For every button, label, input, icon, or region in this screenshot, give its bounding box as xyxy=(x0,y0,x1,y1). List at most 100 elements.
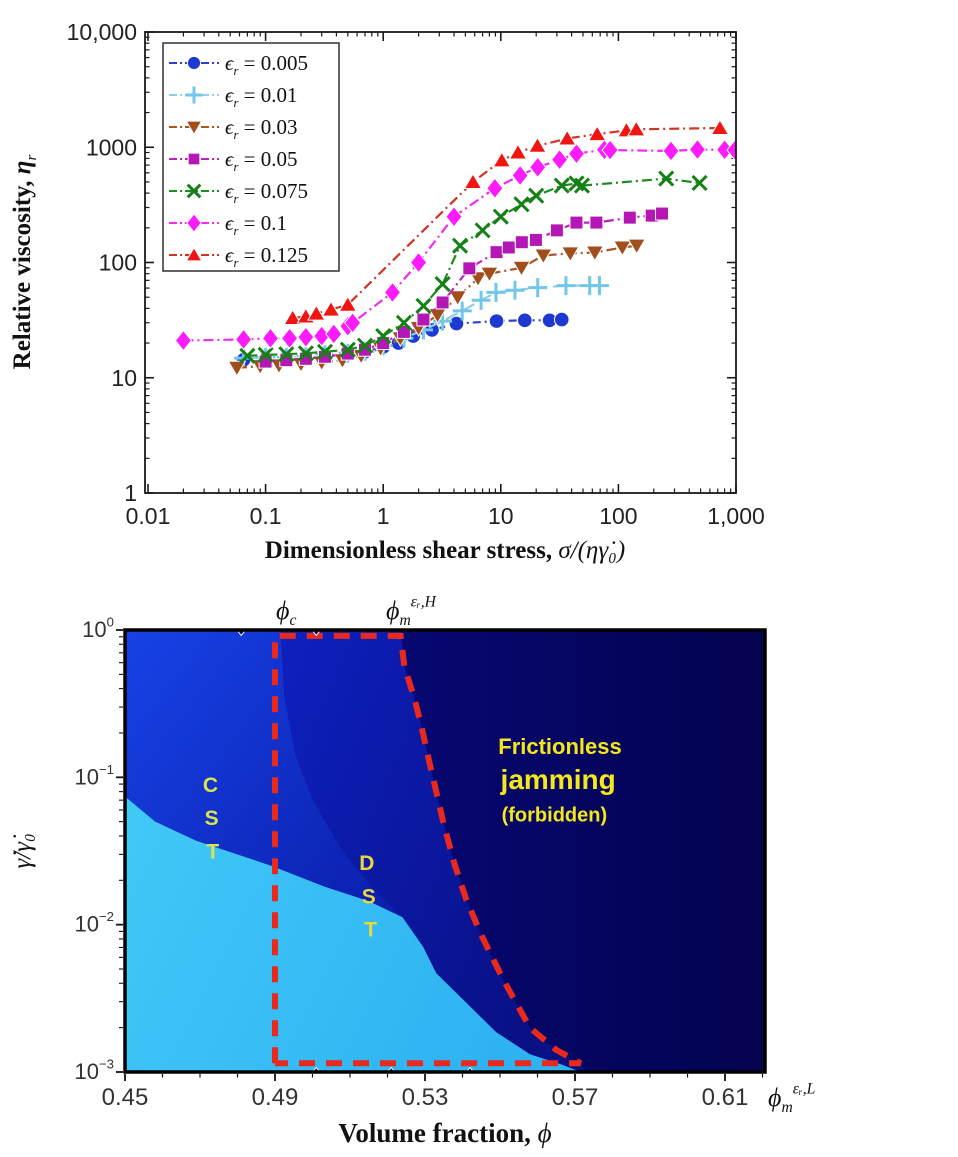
marker-x xyxy=(553,177,570,194)
region-label: jamming xyxy=(500,764,616,795)
y-tick-label: 10−1 xyxy=(74,762,114,790)
marker-triangle-up xyxy=(321,300,341,317)
marker-x xyxy=(339,341,356,358)
region-label: T xyxy=(206,840,219,863)
marker-triangle-up xyxy=(626,120,646,137)
marker-x xyxy=(297,345,314,362)
x-tick-label: 0.1 xyxy=(250,503,282,529)
region-dst xyxy=(280,630,587,1072)
y-tick-label: 10,000 xyxy=(67,19,137,45)
marker-triangle-up xyxy=(492,151,512,168)
marker-diamond xyxy=(511,164,529,187)
x-tick-label: 10 xyxy=(488,503,514,529)
marker-square xyxy=(589,215,604,230)
marker-x xyxy=(474,222,491,239)
marker-diamond xyxy=(726,139,736,161)
marker-diamond xyxy=(234,328,253,351)
marker-circle xyxy=(488,313,505,329)
marker-x xyxy=(375,328,392,345)
marker-triangle-down xyxy=(468,271,488,288)
series-line-eps-0.075 xyxy=(247,177,700,357)
legend-label: ϵr = 0.005 xyxy=(225,51,308,78)
viscosity-chart: 0.01 0.1 1 10 100 1,000 1 10 100 1000 10,000 Dimens… xyxy=(9,19,765,564)
region-label: S xyxy=(205,807,219,830)
x-tick-label: 1 xyxy=(377,503,390,529)
marker-diamond xyxy=(529,156,547,179)
series-layer xyxy=(174,118,736,377)
phi-m-H-label: ϕmεᵣ,H xyxy=(386,594,437,630)
x-tick-label: 0.45 xyxy=(102,1084,149,1111)
marker-circle xyxy=(553,311,570,328)
marker-diamond xyxy=(601,139,619,161)
series-markers-eps-0.1 xyxy=(174,138,736,352)
marker-square xyxy=(340,346,355,361)
marker-square xyxy=(549,223,564,238)
marker-diamond xyxy=(261,327,280,350)
y-tick-label: 100 xyxy=(82,614,114,642)
legend-label: ϵr = 0.125 xyxy=(225,243,308,270)
marker-diamond xyxy=(186,213,202,233)
series-markers-eps-0.125 xyxy=(283,118,730,325)
marker-square xyxy=(435,295,450,310)
y-axis-title: γ̇/γ̇₀ xyxy=(9,833,36,868)
region-label: D xyxy=(359,852,374,875)
marker-triangle-up xyxy=(710,118,730,135)
marker-triangle-down xyxy=(185,120,203,136)
marker-triangle-up xyxy=(306,304,326,321)
marker-x xyxy=(415,297,432,314)
marker-triangle-down xyxy=(480,266,499,283)
x-tick-label: 100 xyxy=(599,503,637,529)
marker-square xyxy=(489,245,504,260)
marker-triangle-down xyxy=(585,245,605,262)
marker-x xyxy=(691,174,708,192)
marker-diamond xyxy=(445,205,463,228)
marker-triangle-up xyxy=(587,125,607,142)
legend-label: ϵr = 0.03 xyxy=(225,115,297,142)
marker-diamond xyxy=(550,148,569,171)
x-tick-label: 0.57 xyxy=(552,1084,599,1111)
marker-x xyxy=(239,347,256,364)
marker-x xyxy=(573,177,591,194)
marker-triangle-up xyxy=(463,172,483,189)
marker-diamond xyxy=(567,142,586,165)
marker-circle xyxy=(186,55,202,71)
legend-label: ϵr = 0.05 xyxy=(225,147,297,174)
marker-square xyxy=(396,324,411,339)
marker-diamond xyxy=(344,311,362,334)
marker-square xyxy=(258,354,273,369)
y-tick-label: 1 xyxy=(124,480,137,506)
marker-triangle-down xyxy=(227,360,247,377)
marker-square xyxy=(622,210,637,225)
phi-c-label: ϕc xyxy=(276,596,296,629)
region-label: (forbidden) xyxy=(502,805,608,827)
marker-triangle-down xyxy=(533,248,553,265)
y-tick-label: 100 xyxy=(99,250,137,276)
marker-triangle-down xyxy=(448,290,468,307)
axes: 0.01 0.1 1 10 100 1,000 1 10 100 1000 10,000 xyxy=(67,19,765,529)
legend-label: ϵr = 0.1 xyxy=(225,211,287,238)
marker-square xyxy=(655,206,670,221)
phase-diagram: CSTDSTFrictionlessjamming(forbidden)0.45… xyxy=(9,594,815,1148)
marker-triangle-down xyxy=(560,246,580,263)
marker-x xyxy=(513,196,530,213)
marker-circle xyxy=(448,315,465,332)
marker-square xyxy=(528,232,543,247)
marker-triangle-up xyxy=(528,136,547,153)
marker-triangle-down xyxy=(612,240,632,257)
marker-square xyxy=(569,215,584,230)
x-tick-label: 0.53 xyxy=(402,1084,449,1111)
marker-x xyxy=(568,175,585,192)
y-tick-label: 10−2 xyxy=(74,909,114,937)
marker-square xyxy=(187,152,201,166)
x-tick-label: 1,000 xyxy=(707,503,765,529)
marker-triangle-up xyxy=(557,129,577,146)
region-label: C xyxy=(203,774,218,797)
plot-frame xyxy=(144,31,737,494)
marker-diamond xyxy=(325,323,343,345)
series-markers-eps-0.075 xyxy=(239,170,708,364)
marker-diamond xyxy=(409,251,428,274)
x-tick-label: 0.61 xyxy=(702,1084,749,1111)
jamming-boundary-dashed xyxy=(272,632,583,1067)
